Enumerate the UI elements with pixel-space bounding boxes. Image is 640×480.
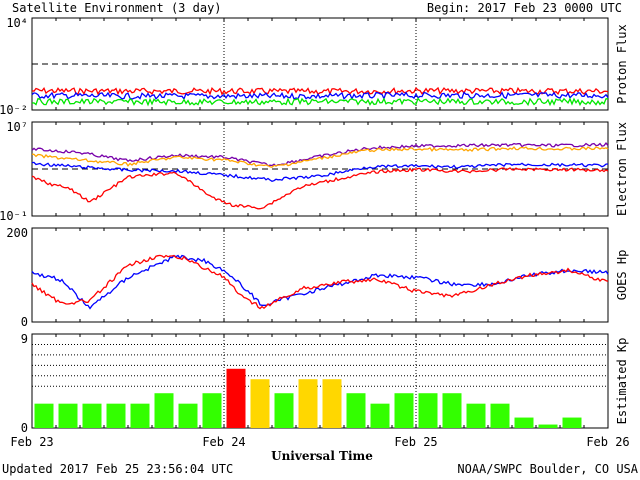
kp-bar (346, 393, 366, 428)
kp-bar (250, 379, 270, 428)
kp-bar (442, 393, 462, 428)
kp-bar (58, 403, 78, 428)
kp-bar (34, 403, 54, 428)
y-tick-label-top: 10⁴ (6, 16, 28, 30)
panel-3: 200 0 GOES Hp (6, 226, 629, 329)
kp-bar (490, 403, 510, 428)
y-axis-label: Electron Flux (615, 122, 629, 216)
kp-bar (562, 417, 582, 428)
x-tick-label: Feb 26 (586, 435, 629, 449)
kp-bar (130, 403, 150, 428)
panel-2: 10⁷ 10⁻¹ Electron Flux (0, 120, 629, 223)
kp-bar (154, 393, 174, 428)
panels: 10⁴ 10⁻² Proton Flux 10⁷ 10⁻¹ Electron Flux 20… (0, 16, 630, 449)
y-axis-label: Proton Flux (615, 24, 629, 103)
x-tick-label: Feb 24 (202, 435, 245, 449)
y-axis-label: GOES Hp (615, 250, 629, 301)
series-blue-line (31, 254, 609, 310)
kp-bar (466, 403, 486, 428)
kp-bar (514, 417, 534, 428)
kp-bar (202, 393, 222, 428)
y-tick-label-bottom: 0 (21, 421, 28, 435)
series-red-line (31, 86, 609, 96)
series-blue-line (31, 161, 609, 183)
kp-bar (178, 403, 198, 428)
kp-bar (106, 403, 126, 428)
y-tick-label-top: 200 (6, 226, 28, 240)
kp-bar (226, 368, 246, 428)
kp-bar (82, 403, 102, 428)
x-tick-label: Feb 25 (394, 435, 437, 449)
series-purple-line (31, 142, 609, 167)
kp-bar (538, 424, 558, 428)
kp-bar (394, 393, 414, 428)
kp-bar (322, 379, 342, 428)
y-axis-label: Estimated Kp (615, 338, 629, 425)
kp-bar (298, 379, 318, 428)
y-tick-label-top: 10⁷ (6, 120, 28, 134)
x-axis-label: Universal Time (271, 449, 373, 463)
kp-bar (274, 393, 294, 428)
panel-1: 10⁴ 10⁻² Proton Flux (0, 16, 629, 117)
begin-time: Begin: 2017 Feb 23 0000 UTC (427, 1, 622, 15)
series-red-line (31, 254, 609, 310)
series-green-line (31, 97, 608, 107)
y-tick-label-bottom: 10⁻² (0, 103, 28, 117)
y-tick-label-top: 9 (21, 332, 28, 346)
updated-time: Updated 2017 Feb 25 23:56:04 UTC (2, 462, 233, 476)
y-tick-label-bottom: 0 (21, 315, 28, 329)
series-red-line (31, 167, 609, 210)
panel-frame (31, 121, 609, 217)
kp-bar (370, 403, 390, 428)
credit: NOAA/SWPC Boulder, CO USA (457, 462, 638, 476)
kp-bar (418, 393, 438, 428)
panel-4: 9 0 Estimated Kp Feb 23 Feb 24 Feb 25 Feb 26 (10, 332, 629, 449)
series-blue-line (31, 91, 609, 101)
y-tick-label-bottom: 10⁻¹ (0, 209, 28, 223)
chart-title: Satellite Environment (3 day) (12, 1, 222, 15)
x-tick-label: Feb 23 (10, 435, 53, 449)
series-orange-line (31, 146, 609, 168)
